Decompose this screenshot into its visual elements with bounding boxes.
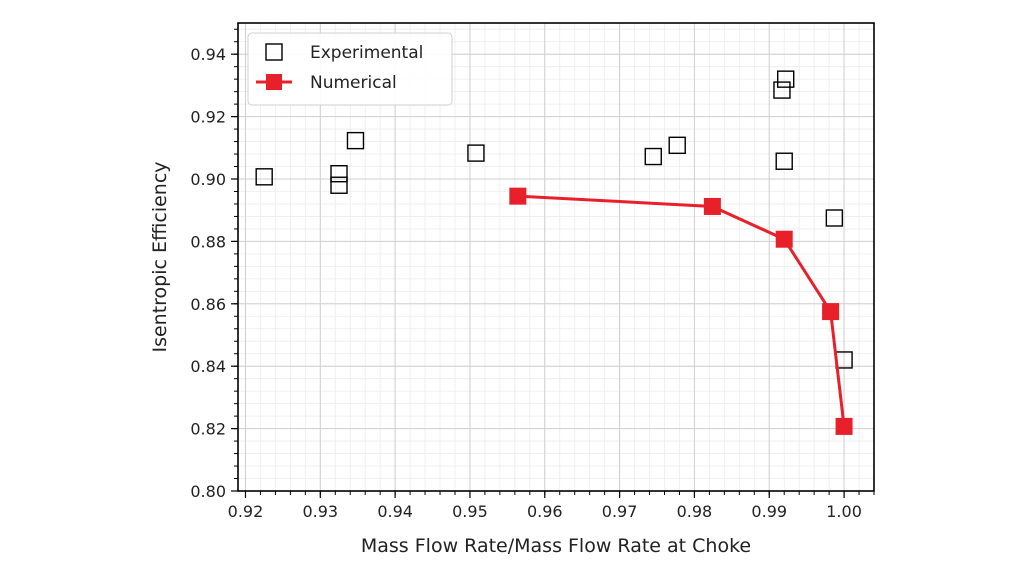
y-tick-label: 0.92 [190,108,226,127]
x-tick-label: 0.93 [302,502,338,521]
experimental-point [777,70,795,88]
x-tick-label: 0.99 [751,502,787,521]
y-tick-label: 0.94 [190,45,226,64]
numerical-point [835,417,853,435]
experimental-point [330,176,348,194]
y-tick-label: 0.84 [190,357,226,376]
y-tick-label: 0.90 [190,170,226,189]
y-tick-label: 0.80 [190,482,226,501]
legend-label: Experimental [310,43,423,63]
experimental-point [644,147,662,166]
numerical-point [822,303,840,321]
legend-numerical-marker [266,74,282,90]
experimental-point [775,152,793,170]
experimental-point [773,81,791,99]
y-tick-label: 0.82 [190,420,226,439]
legend-experimental-marker [265,43,283,61]
x-tick-label: 0.96 [527,502,563,521]
y-tick-label: 0.88 [190,232,226,251]
x-tick-label: 0.92 [228,502,264,521]
legend: Experimental Numerical [247,32,453,106]
x-tick-label: 0.95 [452,502,488,521]
series-layer [255,70,853,435]
experimental-point [346,131,365,150]
legend-label: Numerical [310,73,397,93]
plot-frame [237,22,875,492]
numerical-point [775,230,793,248]
numerical-point [509,187,527,205]
legend-box [247,32,453,106]
x-tick-label: 1.00 [826,502,862,521]
y-tick-label: 0.86 [190,295,226,314]
x-tick-label: 0.94 [377,502,413,521]
major-grid [238,23,874,492]
experimental-point [825,209,844,227]
experimental-point [255,168,273,186]
numerical-point [703,197,721,215]
y-axis-label: Isentropic Efficiency [149,161,171,352]
experimental-point [668,136,686,155]
experimental-point [330,164,348,183]
x-tick-label: 0.97 [602,502,638,521]
x-tick-label: 0.98 [677,502,713,521]
experimental-point [467,144,485,162]
numerical-series-line [517,194,846,427]
x-axis-label: Mass Flow Rate/Mass Flow Rate at Choke [361,535,751,557]
